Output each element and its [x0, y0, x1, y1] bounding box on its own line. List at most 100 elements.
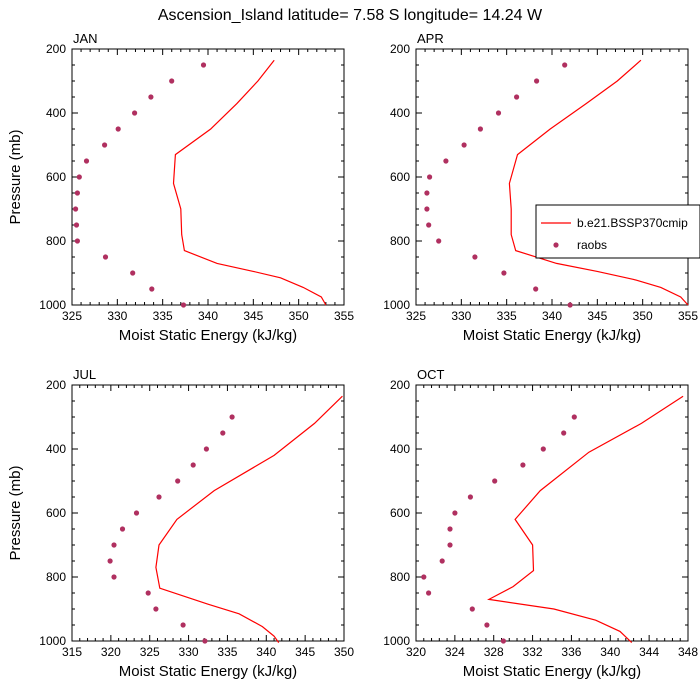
x-tick-label: 340 — [198, 309, 218, 323]
panels: JAN 325 330 335 340 345 350 355 200 400 600 800 1000… — [7, 31, 698, 680]
x-tick-label: 325 — [406, 309, 426, 323]
raobs-point — [132, 110, 138, 116]
raobs-point — [175, 478, 181, 484]
legend-model-label: b.e21.BSSP370cmip — [577, 216, 688, 230]
x-tick-label: 335 — [217, 645, 237, 659]
x-tick-label: 320 — [101, 645, 121, 659]
raobs-point — [83, 158, 90, 164]
x-tick-label: 330 — [179, 645, 199, 659]
raobs-point — [501, 270, 507, 276]
raobs-point — [115, 126, 121, 132]
y-tick-label: 800 — [46, 234, 66, 248]
raobs-point — [421, 574, 427, 580]
raobs-point — [469, 606, 475, 612]
y-tick-label: 600 — [46, 506, 66, 520]
legend-raobs-swatch — [553, 242, 559, 248]
y-tick-label: 400 — [390, 106, 410, 120]
raobs-point — [571, 414, 577, 420]
panel-label: APR — [417, 31, 444, 46]
x-tick-label: 350 — [289, 309, 309, 323]
raobs-point — [200, 62, 207, 68]
raobs-point — [452, 510, 458, 516]
x-tick-label: 350 — [334, 645, 354, 659]
raobs-point — [447, 526, 453, 532]
raobs-point — [567, 302, 573, 308]
x-tick-label: 332 — [523, 645, 543, 659]
y-tick-label: 400 — [46, 106, 66, 120]
plot-frame — [415, 48, 689, 306]
x-tick-label: 335 — [497, 309, 517, 323]
raobs-point — [145, 590, 151, 596]
model-series-line — [508, 59, 689, 306]
y-axis-label: Pressure (mb) — [7, 465, 24, 560]
panel-label: JUL — [73, 367, 96, 382]
y-tick-label: 1000 — [39, 298, 66, 312]
raobs-point — [439, 558, 445, 564]
raobs-point — [534, 78, 540, 84]
raobs-point — [540, 446, 546, 452]
x-tick-label: 345 — [243, 309, 263, 323]
raobs-point — [514, 94, 520, 100]
raobs-point — [74, 190, 80, 196]
legend-box — [535, 204, 700, 259]
x-axis-label: Moist Static Energy (kJ/kg) — [463, 327, 641, 344]
raobs-point — [533, 286, 539, 292]
raobs-point — [73, 206, 79, 212]
plot-frame — [71, 384, 345, 642]
y-tick-label: 400 — [46, 442, 66, 456]
x-tick-label: 325 — [140, 645, 160, 659]
raobs-point — [500, 638, 506, 644]
y-tick-label: 800 — [390, 234, 410, 248]
y-tick-label: 800 — [390, 570, 410, 584]
y-tick-label: 1000 — [383, 634, 410, 648]
raobs-point — [461, 142, 467, 148]
y-tick-label: 600 — [390, 170, 410, 184]
legend-raobs-label: raobs — [577, 238, 607, 252]
raobs-point — [102, 142, 108, 148]
x-tick-label: 328 — [484, 645, 504, 659]
raobs-point — [130, 270, 136, 276]
raobs-point — [447, 542, 453, 548]
panel-label: OCT — [417, 367, 445, 382]
x-tick-label: 340 — [542, 309, 562, 323]
raobs-point — [102, 254, 109, 260]
raobs-point — [495, 110, 502, 116]
y-tick-label: 200 — [390, 42, 410, 56]
x-tick-label: 348 — [678, 645, 698, 659]
raobs-point — [424, 190, 430, 196]
x-tick-label: 324 — [445, 645, 465, 659]
raobs-point — [484, 622, 490, 628]
x-axis-label: Moist Static Energy (kJ/kg) — [119, 663, 297, 680]
raobs-point — [520, 462, 526, 468]
raobs-point — [443, 158, 449, 164]
model-series-line — [172, 59, 327, 306]
x-tick-label: 345 — [587, 309, 607, 323]
raobs-point — [133, 510, 140, 516]
raobs-point — [76, 174, 82, 180]
x-tick-label: 315 — [62, 645, 82, 659]
x-tick-label: 330 — [107, 309, 127, 323]
x-tick-label: 330 — [451, 309, 471, 323]
x-tick-label: 355 — [678, 309, 698, 323]
raobs-point — [111, 542, 117, 548]
x-tick-label: 355 — [334, 309, 354, 323]
x-axis-label: Moist Static Energy (kJ/kg) — [463, 663, 641, 680]
raobs-point — [426, 222, 432, 228]
raobs-point — [111, 574, 117, 580]
panel-oct: OCT 320 324 328 332 336 340 344 348 200 400 600 800 1… — [383, 367, 698, 680]
raobs-point — [107, 558, 113, 564]
raobs-point — [477, 126, 483, 132]
x-tick-label: 336 — [561, 645, 581, 659]
raobs-point — [180, 622, 186, 628]
x-tick-label: 340 — [256, 645, 276, 659]
y-tick-label: 1000 — [383, 298, 410, 312]
legend: b.e21.BSSP370cmip raobs — [535, 204, 700, 259]
x-tick-label: 325 — [62, 309, 82, 323]
raobs-point — [73, 222, 80, 228]
raobs-point — [148, 94, 154, 100]
raobs-point — [119, 526, 126, 532]
raobs-point — [74, 238, 80, 244]
raobs-point — [220, 430, 226, 436]
raobs-point — [562, 62, 568, 68]
